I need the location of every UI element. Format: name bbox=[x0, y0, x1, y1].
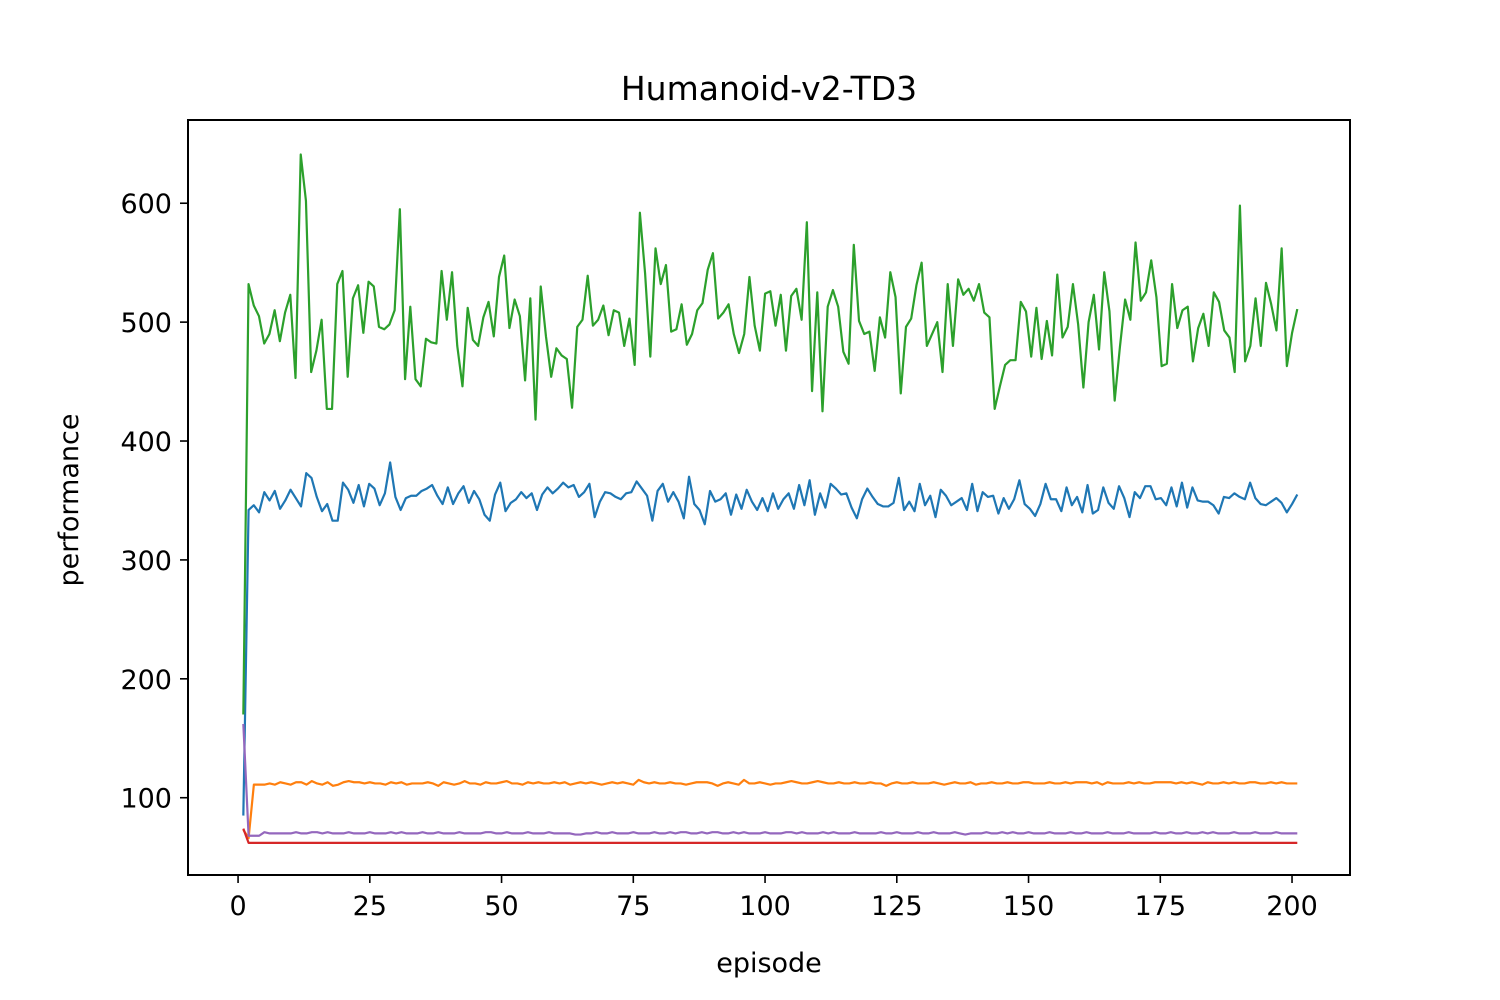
x-tick-label: 0 bbox=[229, 891, 246, 922]
series-line-5 bbox=[242, 723, 1298, 837]
x-tick-label: 100 bbox=[739, 891, 791, 922]
y-tick-label: 100 bbox=[120, 784, 172, 815]
x-tick-label: 125 bbox=[871, 891, 923, 922]
series-line-2 bbox=[242, 778, 1298, 840]
x-tick-label: 50 bbox=[484, 891, 518, 922]
y-tick-label: 200 bbox=[120, 665, 172, 696]
series-line-3 bbox=[242, 153, 1299, 715]
plot-frame bbox=[187, 119, 1351, 876]
y-tick-label: 300 bbox=[120, 546, 172, 577]
y-tick-label: 400 bbox=[120, 427, 172, 458]
x-axis-title: episode bbox=[716, 948, 822, 979]
series-line-4 bbox=[242, 828, 1298, 845]
series-layer bbox=[242, 153, 1299, 845]
x-axis-ticks: 0 25 50 75 100 125 150 175 200 bbox=[229, 875, 1318, 922]
y-axis-ticks: 100 200 300 400 500 600 bbox=[120, 189, 188, 815]
x-tick-label: 150 bbox=[1003, 891, 1055, 922]
x-tick-label: 25 bbox=[353, 891, 387, 922]
y-axis-title: performance bbox=[54, 414, 85, 587]
x-tick-label: 200 bbox=[1266, 891, 1318, 922]
x-tick-label: 175 bbox=[1135, 891, 1187, 922]
y-tick-label: 600 bbox=[120, 189, 172, 220]
series-line-1 bbox=[242, 461, 1299, 816]
x-tick-label: 75 bbox=[616, 891, 650, 922]
y-tick-label: 500 bbox=[120, 308, 172, 339]
chart-title: Humanoid-v2-TD3 bbox=[621, 69, 917, 108]
